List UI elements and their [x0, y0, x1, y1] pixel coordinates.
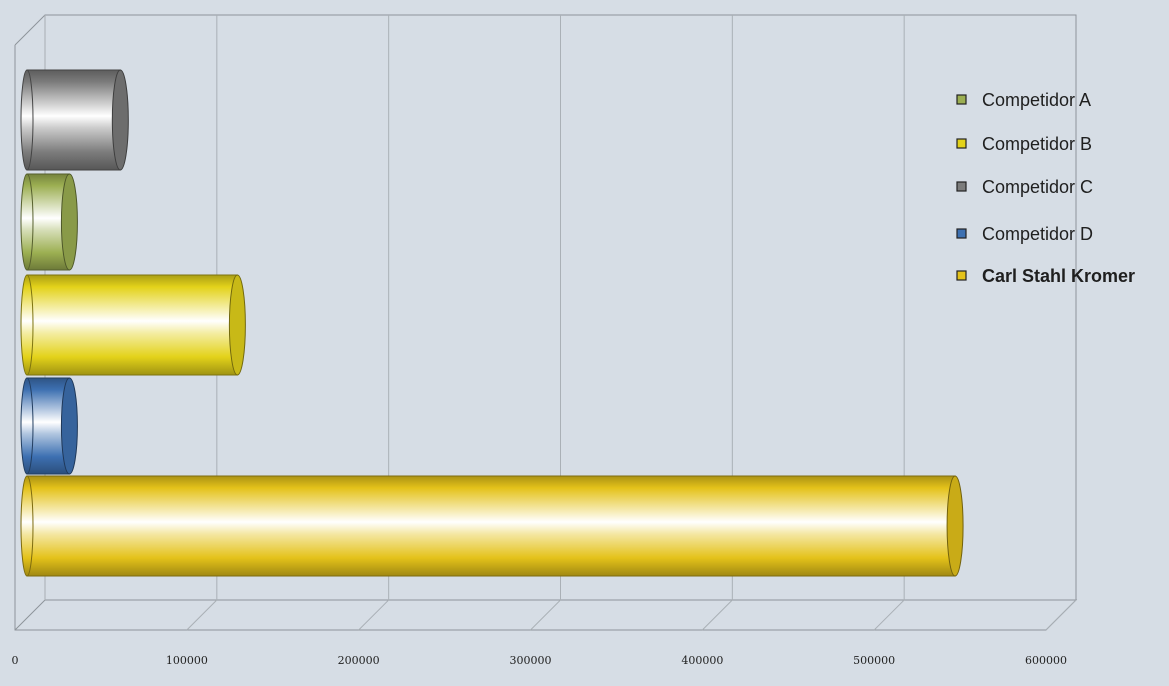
bar-body	[26, 274, 238, 376]
bar-base-cap	[20, 274, 34, 376]
legend-swatch	[956, 94, 967, 105]
legend-label: Competidor A	[982, 90, 1091, 110]
bar-end-cap	[60, 173, 78, 271]
bar-base-cap	[20, 475, 34, 577]
x-tick-label: 200000	[338, 654, 380, 667]
bar-base-cap	[20, 173, 34, 271]
legend-item-competidor-c: Competidor C	[956, 177, 1093, 197]
floor-gridline	[358, 599, 390, 631]
legend-label: Competidor C	[982, 177, 1093, 197]
bar-body	[26, 475, 956, 577]
legend-item-competidor-b: Competidor B	[956, 134, 1092, 154]
legend-item-competidor-a: Competidor A	[956, 90, 1091, 110]
bar-body	[26, 69, 121, 171]
bars	[20, 69, 964, 577]
legend: Competidor A Competidor B Competidor C Comp…	[956, 90, 1135, 286]
legend-label: Competidor B	[982, 134, 1092, 154]
bar-end-cap	[60, 377, 78, 475]
legend-item-carl-stahl-kromer: Carl Stahl Kromer	[956, 266, 1135, 286]
legend-swatch	[956, 228, 967, 239]
x-tick-label: 600000	[1025, 654, 1067, 667]
floor-gridline	[530, 599, 561, 631]
bar-carl-stahl-kromer	[20, 475, 964, 577]
legend-swatch	[956, 138, 967, 149]
bar-competidor-d	[20, 377, 78, 475]
bar-end-cap	[228, 274, 246, 376]
floor-gridline	[701, 599, 733, 631]
floor-gridline	[1045, 599, 1077, 631]
x-axis: 0 100000 200000 300000 400000 500000 600000	[12, 654, 1068, 667]
x-tick-label: 300000	[510, 654, 552, 667]
floor-gridline	[873, 599, 905, 631]
bar-end-cap	[111, 69, 129, 171]
bar-competidor-c	[20, 69, 129, 171]
legend-item-competidor-d: Competidor D	[956, 224, 1093, 244]
x-tick-label: 500000	[853, 654, 895, 667]
bar-base-cap	[20, 69, 34, 171]
legend-label: Competidor D	[982, 224, 1093, 244]
bar-end-cap	[946, 475, 964, 577]
legend-label: Carl Stahl Kromer	[982, 266, 1135, 286]
x-tick-label: 400000	[681, 654, 723, 667]
floor-gridline	[186, 599, 218, 631]
x-tick-label: 100000	[166, 654, 208, 667]
legend-swatch	[956, 181, 967, 192]
bar-base-cap	[20, 377, 34, 475]
legend-swatch	[956, 270, 967, 281]
x-tick-label: 0	[12, 654, 19, 667]
bar-competidor-a	[20, 173, 78, 271]
bar-competidor-b	[20, 274, 246, 376]
